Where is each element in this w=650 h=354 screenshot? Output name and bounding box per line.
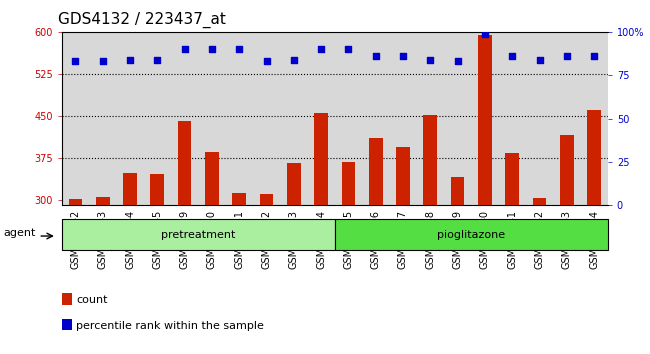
Bar bbox=[335, 32, 362, 205]
Point bbox=[152, 57, 162, 62]
Point bbox=[398, 53, 408, 59]
Point bbox=[70, 58, 81, 64]
Bar bbox=[205, 152, 218, 205]
Text: pioglitazone: pioglitazone bbox=[437, 229, 505, 240]
Bar bbox=[89, 32, 116, 205]
Bar bbox=[253, 32, 280, 205]
Point bbox=[207, 46, 217, 52]
Point bbox=[343, 46, 354, 52]
Bar bbox=[506, 153, 519, 205]
Bar bbox=[315, 113, 328, 205]
Bar bbox=[588, 110, 601, 205]
Point bbox=[480, 31, 490, 36]
Bar bbox=[62, 319, 72, 330]
Bar bbox=[580, 32, 608, 205]
Bar bbox=[62, 293, 72, 305]
Bar bbox=[116, 32, 144, 205]
Bar bbox=[287, 163, 300, 205]
Bar bbox=[307, 32, 335, 205]
Bar bbox=[62, 32, 89, 205]
Bar bbox=[553, 32, 580, 205]
Point bbox=[316, 46, 326, 52]
Bar bbox=[335, 219, 608, 250]
Bar bbox=[389, 32, 417, 205]
Point bbox=[589, 53, 599, 59]
Bar bbox=[62, 219, 335, 250]
Point bbox=[562, 53, 572, 59]
Point bbox=[261, 58, 272, 64]
Bar bbox=[198, 32, 226, 205]
Text: percentile rank within the sample: percentile rank within the sample bbox=[77, 321, 265, 331]
Bar bbox=[478, 35, 492, 205]
Bar bbox=[471, 32, 499, 205]
Bar bbox=[342, 162, 355, 205]
Point bbox=[534, 57, 545, 62]
Bar bbox=[69, 199, 82, 205]
Bar bbox=[369, 138, 382, 205]
Point bbox=[125, 57, 135, 62]
Point bbox=[370, 53, 381, 59]
Bar bbox=[451, 177, 464, 205]
Point bbox=[425, 57, 436, 62]
Bar bbox=[424, 115, 437, 205]
Point bbox=[507, 53, 517, 59]
Bar bbox=[560, 135, 573, 205]
Point bbox=[289, 57, 299, 62]
Point bbox=[98, 58, 108, 64]
Bar bbox=[260, 194, 273, 205]
Text: GDS4132 / 223437_at: GDS4132 / 223437_at bbox=[58, 12, 226, 28]
Bar bbox=[533, 198, 546, 205]
Bar bbox=[417, 32, 444, 205]
Point bbox=[452, 58, 463, 64]
Bar bbox=[362, 32, 389, 205]
Bar bbox=[444, 32, 471, 205]
Bar bbox=[526, 32, 553, 205]
Text: count: count bbox=[77, 295, 108, 306]
Bar bbox=[96, 197, 109, 205]
Bar bbox=[280, 32, 307, 205]
Bar bbox=[233, 193, 246, 205]
Bar bbox=[124, 173, 137, 205]
Bar bbox=[151, 174, 164, 205]
Point bbox=[234, 46, 244, 52]
Bar bbox=[144, 32, 171, 205]
Bar bbox=[396, 147, 410, 205]
Bar bbox=[178, 121, 192, 205]
Text: pretreatment: pretreatment bbox=[161, 229, 235, 240]
Bar bbox=[499, 32, 526, 205]
Bar bbox=[171, 32, 198, 205]
Bar bbox=[226, 32, 253, 205]
Text: agent: agent bbox=[3, 228, 36, 238]
Point bbox=[179, 46, 190, 52]
